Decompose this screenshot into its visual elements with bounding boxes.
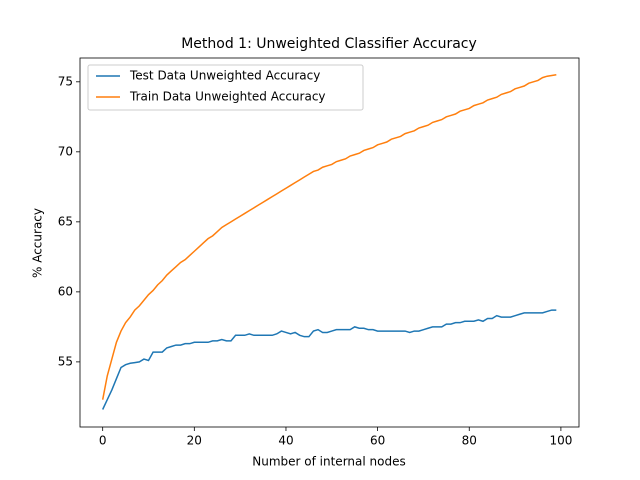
data-line <box>101 74 557 400</box>
x-tick-label: 20 <box>187 434 202 448</box>
x-tick-label: 100 <box>549 434 572 448</box>
x-tick-label: 60 <box>370 434 385 448</box>
y-tick-label: 55 <box>58 354 73 368</box>
x-tick-label: 80 <box>462 434 477 448</box>
x-tick-label: 40 <box>278 434 293 448</box>
y-tick-label: 75 <box>58 74 73 88</box>
y-tick-label: 60 <box>58 284 73 298</box>
axes-frame <box>79 57 580 428</box>
x-tick-label: 0 <box>99 434 107 448</box>
y-tick-label: 65 <box>58 214 73 228</box>
legend-label: Test Data Unweighted Accuracy <box>129 69 320 83</box>
legend-label: Train Data Unweighted Accuracy <box>129 90 326 104</box>
x-axis-label: Number of internal nodes <box>252 455 405 469</box>
legend-box <box>87 64 364 111</box>
data-line <box>102 309 557 410</box>
chart-title: Method 1: Unweighted Classifier Accuracy <box>181 36 477 52</box>
y-axis-label: % Accuracy <box>31 208 45 278</box>
y-tick-label: 70 <box>58 144 73 158</box>
